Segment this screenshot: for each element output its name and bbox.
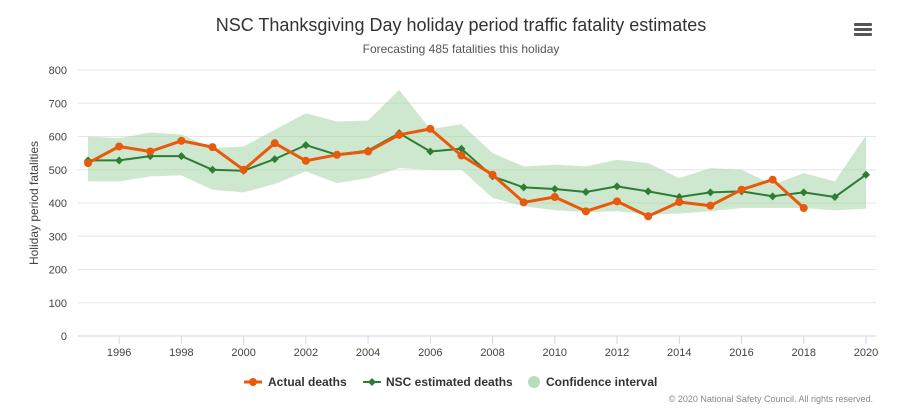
legend-estimated-marker xyxy=(368,378,376,386)
chart-subtitle: Forecasting 485 fatalities this holiday xyxy=(363,42,560,56)
actual-point-2013 xyxy=(644,212,653,221)
x-tick-label-2008: 2008 xyxy=(480,347,504,359)
actual-point-2009 xyxy=(519,198,528,207)
y-axis-ticks: 0 100 200 300 400 500 600 700 800 xyxy=(49,65,67,343)
y-tick-label-700: 700 xyxy=(49,98,67,110)
actual-point-2018 xyxy=(799,203,808,212)
x-axis-ticks: 1996 1998 2000 2002 2004 2006 2008 2010 2012 2014… xyxy=(107,336,878,359)
estimated-point-2013 xyxy=(644,187,653,196)
credits: © 2020 National Safety Council. All righ… xyxy=(669,394,873,404)
legend-actual-marker xyxy=(249,378,257,386)
y-axis-label: Holiday period fatalities xyxy=(27,141,41,265)
estimated-point-1999 xyxy=(208,165,217,174)
x-tick-label-1998: 1998 xyxy=(169,347,193,359)
x-tick-label-2012: 2012 xyxy=(605,347,629,359)
legend-item-confidence[interactable]: Confidence interval xyxy=(528,375,657,389)
estimated-point-2019 xyxy=(830,193,839,202)
legend-item-estimated[interactable]: NSC estimated deaths xyxy=(363,375,513,389)
x-tick-label-2020: 2020 xyxy=(854,347,878,359)
chart-title: NSC Thanksgiving Day holiday period traf… xyxy=(216,15,707,35)
actual-point-2005 xyxy=(395,130,404,139)
legend-estimated-label: NSC estimated deaths xyxy=(386,375,513,389)
estimated-point-2010 xyxy=(550,185,559,194)
estimated-point-2006 xyxy=(426,147,435,156)
confidence-band xyxy=(88,89,866,215)
estimated-point-2011 xyxy=(581,188,590,197)
actual-point-2011 xyxy=(581,207,590,216)
y-tick-label-300: 300 xyxy=(49,231,67,243)
x-tick-label-2018: 2018 xyxy=(792,347,816,359)
y-tick-label-600: 600 xyxy=(49,132,67,144)
legend-confidence-label: Confidence interval xyxy=(546,375,657,389)
actual-point-2015 xyxy=(706,201,715,210)
series-marker-layer xyxy=(84,124,870,221)
estimated-point-2018 xyxy=(799,188,808,197)
actual-point-1998 xyxy=(177,136,186,145)
x-tick-label-2002: 2002 xyxy=(294,347,318,359)
hamburger-menu-icon[interactable] xyxy=(850,18,876,40)
confidence-band-layer xyxy=(88,89,866,215)
actual-point-1996 xyxy=(115,142,124,151)
actual-point-2000 xyxy=(239,165,248,174)
x-tick-label-2004: 2004 xyxy=(356,347,380,359)
x-tick-label-2010: 2010 xyxy=(543,347,567,359)
x-tick-label-2014: 2014 xyxy=(667,347,691,359)
estimated-point-1996 xyxy=(115,156,124,165)
actual-point-2012 xyxy=(613,197,622,206)
estimated-point-2009 xyxy=(519,183,528,192)
actual-point-1999 xyxy=(208,143,217,152)
y-tick-label-400: 400 xyxy=(49,198,67,210)
y-tick-label-100: 100 xyxy=(49,298,67,310)
actual-point-1995 xyxy=(84,159,92,168)
actual-point-2006 xyxy=(426,124,435,133)
estimated-point-2002 xyxy=(301,141,310,150)
estimated-point-2007 xyxy=(457,144,466,153)
x-tick-label-2006: 2006 xyxy=(418,347,442,359)
x-tick-label-2000: 2000 xyxy=(231,347,255,359)
legend-item-actual[interactable]: Actual deaths xyxy=(244,375,347,389)
estimated-point-2020 xyxy=(862,170,870,179)
actual-point-1997 xyxy=(146,147,155,156)
actual-point-2002 xyxy=(301,156,310,165)
estimated-point-2015 xyxy=(706,188,715,197)
y-tick-label-500: 500 xyxy=(49,165,67,177)
legend-confidence-marker xyxy=(528,376,540,388)
actual-point-2014 xyxy=(675,198,684,207)
legend: Actual deaths NSC estimated deaths Confi… xyxy=(244,375,657,389)
y-tick-label-0: 0 xyxy=(61,331,67,343)
legend-actual-label: Actual deaths xyxy=(268,375,347,389)
series-line-layer xyxy=(87,127,867,218)
actual-point-2017 xyxy=(768,175,777,184)
x-tick-label-1996: 1996 xyxy=(107,347,131,359)
actual-point-2003 xyxy=(332,150,341,159)
actual-point-2004 xyxy=(364,147,373,156)
actual-point-2001 xyxy=(270,139,279,148)
x-tick-label-2016: 2016 xyxy=(729,347,753,359)
estimated-point-2001 xyxy=(270,155,279,164)
y-tick-label-800: 800 xyxy=(49,65,67,77)
y-tick-label-200: 200 xyxy=(49,265,67,277)
actual-point-2007 xyxy=(457,151,466,160)
actual-point-2008 xyxy=(488,170,497,179)
actual-point-2010 xyxy=(550,193,559,202)
actual-deaths-line xyxy=(87,127,805,218)
estimated-point-2012 xyxy=(613,182,622,191)
actual-point-2016 xyxy=(737,185,746,194)
estimated-point-2017 xyxy=(768,192,777,201)
estimated-point-1998 xyxy=(177,152,186,161)
